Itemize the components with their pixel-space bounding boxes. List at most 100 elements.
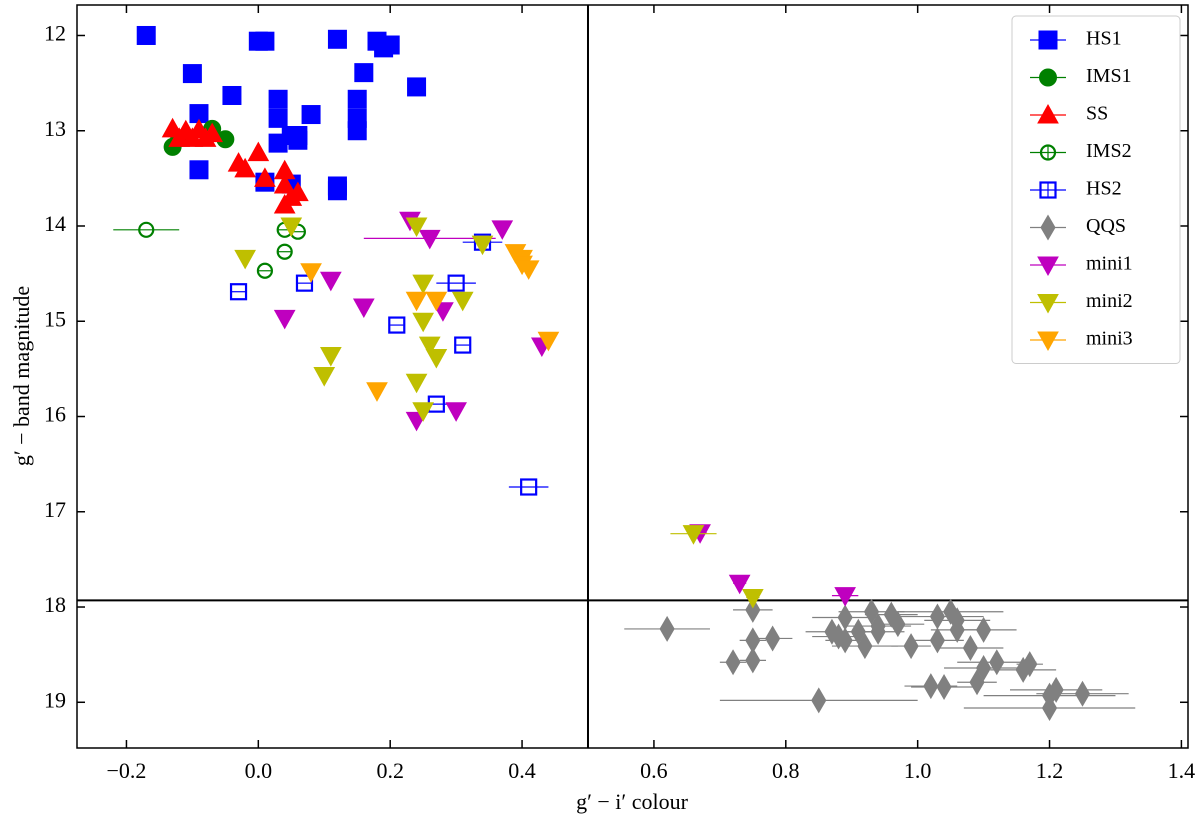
triangle-marker [405, 373, 428, 394]
triangle-marker [1037, 103, 1059, 124]
square-marker [354, 63, 374, 83]
diamond-marker [962, 634, 978, 661]
diamond-marker [745, 647, 761, 674]
triangle-marker [412, 312, 435, 333]
diamond-marker [1048, 676, 1064, 703]
plot-frame [76, 4, 1189, 749]
y-tick-label: 18 [44, 592, 66, 617]
triangle-marker [319, 347, 342, 367]
diamond-marker [863, 598, 880, 625]
y-tick-label: 19 [44, 687, 66, 712]
legend-label: QQS [1086, 215, 1126, 237]
triangle-marker [1037, 331, 1059, 352]
square-marker [295, 274, 314, 292]
triangle-marker [273, 309, 296, 330]
diamond-marker [976, 654, 992, 681]
triangle-marker [234, 157, 256, 178]
diamond-marker [929, 627, 946, 654]
y-tick-label: 12 [44, 21, 66, 46]
y-tick-label: 14 [44, 211, 66, 236]
triangle-marker [728, 574, 751, 595]
triangle-marker [352, 298, 375, 318]
triangle-marker [287, 181, 309, 202]
square-marker [327, 29, 347, 49]
x-tick-label: 0.2 [376, 758, 404, 783]
circle-marker [256, 262, 274, 279]
square-marker [347, 121, 367, 141]
triangle-marker [273, 174, 296, 194]
diamond-marker [659, 615, 675, 642]
triangle-marker [412, 402, 435, 422]
square-marker [222, 85, 242, 105]
legend-label: IMS1 [1086, 65, 1132, 87]
circle-marker [138, 221, 155, 238]
legend-label: mini3 [1086, 328, 1133, 350]
triangle-marker [405, 217, 428, 238]
triangle-marker [234, 249, 256, 270]
triangle-marker [201, 122, 224, 143]
diamond-marker [765, 625, 781, 652]
square-marker [136, 25, 156, 45]
triangle-marker [418, 336, 441, 357]
x-tick-label: −0.2 [106, 758, 146, 783]
diamond-marker [936, 674, 952, 701]
y-tick-label: 13 [44, 116, 66, 141]
triangle-marker [300, 263, 322, 283]
diamond-marker [949, 616, 965, 643]
legend-label: SS [1086, 103, 1108, 125]
square-marker [268, 108, 288, 128]
triangle-marker [471, 235, 494, 256]
triangle-marker [254, 167, 276, 187]
triangle-marker [1037, 256, 1059, 277]
x-tick-label: 1.2 [1036, 758, 1064, 783]
square-marker [454, 336, 472, 354]
diamond-marker [811, 687, 827, 714]
triangle-marker [412, 274, 435, 295]
x-tick-label: 0.0 [245, 758, 273, 783]
triangle-marker [834, 587, 856, 607]
triangle-marker [425, 291, 448, 312]
triangle-marker [280, 217, 303, 238]
diamond-marker [850, 618, 866, 645]
square-marker [327, 181, 347, 201]
square-marker [189, 160, 209, 180]
square-marker [447, 274, 465, 292]
diamond-marker [1074, 680, 1091, 707]
diamond-marker [923, 673, 939, 700]
diamond-marker [903, 633, 919, 660]
triangle-marker [451, 291, 474, 312]
diamond-marker [976, 616, 992, 643]
triangle-marker [313, 367, 336, 387]
triangle-marker [319, 271, 342, 292]
legend-label: mini2 [1086, 290, 1133, 312]
square-marker [380, 35, 400, 55]
diamond-marker [725, 649, 741, 676]
triangle-marker [537, 331, 560, 352]
triangle-marker [741, 588, 764, 609]
square-marker [288, 130, 308, 150]
diamond-marker [929, 603, 946, 630]
square-marker [301, 105, 321, 125]
square-marker [388, 316, 406, 334]
diamond-marker [857, 633, 873, 660]
x-axis-label: g′ − i′ colour [576, 789, 689, 814]
triangle-marker [247, 141, 270, 162]
x-tick-label: 0.6 [640, 758, 668, 783]
x-tick-label: 1.4 [1168, 758, 1196, 783]
triangle-marker [425, 348, 448, 369]
square-marker [182, 64, 202, 84]
diamond-marker [989, 649, 1005, 676]
square-marker [1039, 181, 1057, 199]
triangle-marker [682, 525, 705, 545]
y-tick-label: 16 [44, 402, 66, 427]
legend-label: IMS2 [1086, 140, 1132, 162]
diamond-marker [870, 613, 886, 640]
circle-marker [276, 243, 293, 260]
triangle-marker [405, 291, 428, 312]
square-marker [347, 89, 367, 109]
legend-box [1011, 15, 1181, 364]
legend-label: HS2 [1086, 178, 1122, 200]
legend-label: HS1 [1086, 28, 1122, 50]
square-marker [255, 31, 275, 51]
